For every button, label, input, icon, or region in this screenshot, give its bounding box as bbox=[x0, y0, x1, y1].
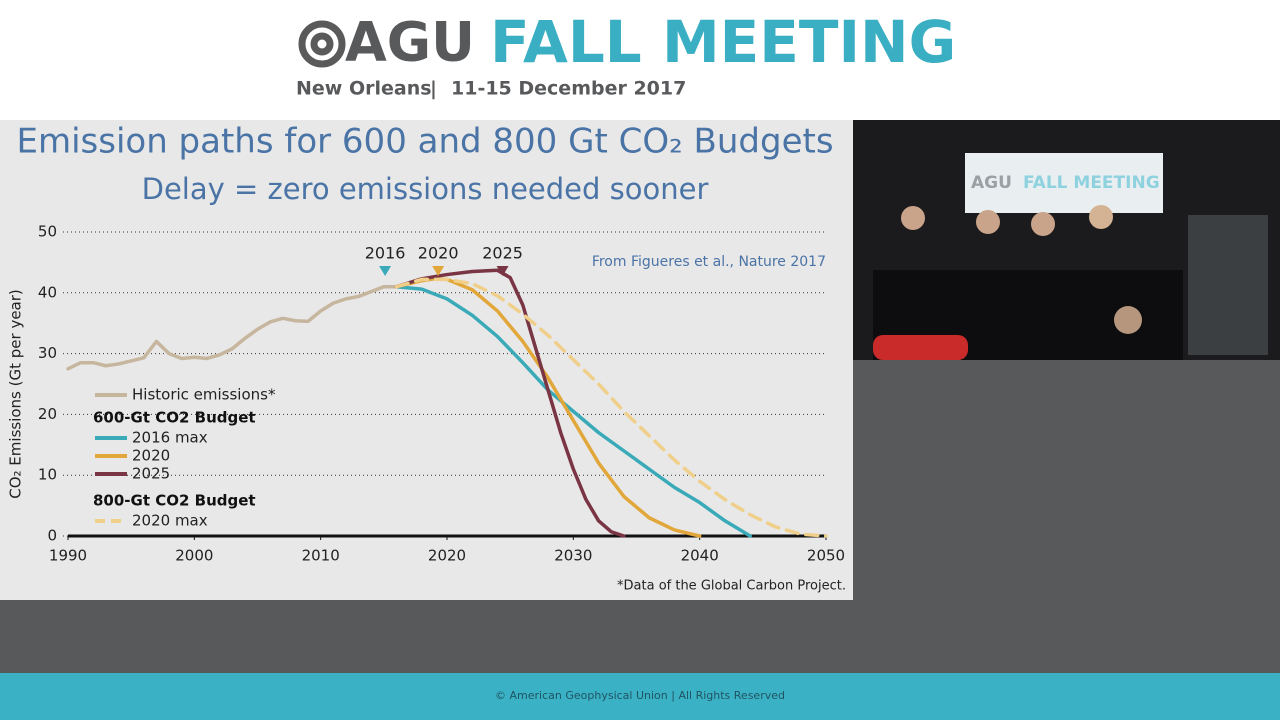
podium bbox=[1188, 215, 1268, 355]
chart-subtitle: Delay = zero emissions needed sooner bbox=[142, 172, 709, 206]
video-feed: AGU FALL MEETING bbox=[853, 120, 1280, 360]
footer: © American Geophysical Union | All Right… bbox=[0, 673, 1280, 720]
annotation-marker bbox=[432, 266, 445, 276]
source: From Figueres et al., Nature 2017 bbox=[592, 254, 826, 270]
x-tick-label: 2020 bbox=[428, 547, 466, 565]
person bbox=[1089, 205, 1113, 229]
y-tick-label: 30 bbox=[38, 344, 57, 362]
x-tick-label: 2050 bbox=[807, 547, 845, 565]
annotation-label: 2016 bbox=[365, 244, 406, 263]
y-tick-label: 50 bbox=[38, 223, 57, 241]
legend-heading: 800-Gt CO2 Budget bbox=[93, 492, 256, 510]
event-name: FALL MEETING bbox=[490, 8, 956, 76]
series-line bbox=[394, 284, 752, 538]
annotation-label: 2025 bbox=[482, 244, 523, 263]
legend-label: 2016 max bbox=[132, 429, 208, 447]
y-axis-label: CO₂ Emissions (Gt per year) bbox=[7, 289, 25, 499]
banner-event: FALL MEETING bbox=[1023, 173, 1160, 193]
y-tick-label: 20 bbox=[38, 405, 57, 423]
person bbox=[1031, 212, 1055, 236]
legend-heading: 600-Gt CO2 Budget bbox=[93, 409, 256, 427]
x-tick-label: 2040 bbox=[681, 547, 719, 565]
chart: Emission paths for 600 and 800 Gt CO₂ Bu… bbox=[7, 122, 847, 594]
y-tick-label: 40 bbox=[38, 283, 57, 301]
header: AGU FALL MEETING New Orleans | 11-15 Dec… bbox=[0, 0, 1280, 120]
legend-label: Historic emissions* bbox=[132, 386, 276, 404]
person bbox=[976, 210, 1000, 234]
dates: 11-15 December 2017 bbox=[451, 78, 686, 100]
audience bbox=[1114, 306, 1142, 334]
y-tick-label: 0 bbox=[47, 527, 57, 545]
org-name: AGU bbox=[345, 11, 475, 74]
x-tick-label: 2010 bbox=[302, 547, 340, 565]
chart-title: Emission paths for 600 and 800 Gt CO₂ Bu… bbox=[16, 122, 833, 162]
banner-org: AGU bbox=[971, 173, 1012, 193]
footer-art: © American Geophysical Union | All Right… bbox=[495, 689, 785, 702]
legend-label: 2025 bbox=[132, 465, 170, 483]
legend-label: 2020 bbox=[132, 447, 170, 465]
legend-label: 2020 max bbox=[132, 512, 208, 530]
separator: | bbox=[430, 78, 437, 100]
x-tick-label: 1990 bbox=[49, 547, 87, 565]
x-tick-label: 2030 bbox=[554, 547, 592, 565]
header-art: AGU FALL MEETING New Orleans | 11-15 Dec… bbox=[296, 8, 956, 100]
y-tick-label: 10 bbox=[38, 466, 57, 484]
annotation-marker bbox=[496, 266, 509, 276]
footnote: *Data of the Global Carbon Project. bbox=[617, 579, 846, 594]
person bbox=[901, 206, 925, 230]
series-line bbox=[394, 277, 828, 538]
video-art: AGU FALL MEETING bbox=[853, 120, 1280, 360]
copyright: © American Geophysical Union | All Right… bbox=[495, 689, 785, 702]
series-line bbox=[66, 284, 399, 371]
banner bbox=[965, 153, 1163, 213]
annotation-label: 2020 bbox=[418, 244, 459, 263]
x-tick-label: 2000 bbox=[175, 547, 213, 565]
logo-icon bbox=[298, 20, 346, 68]
series-line bbox=[394, 277, 702, 538]
city: New Orleans bbox=[296, 78, 432, 100]
annotation-marker bbox=[379, 266, 392, 276]
series-line bbox=[394, 268, 626, 538]
audience bbox=[873, 335, 968, 360]
slide: Emission paths for 600 and 800 Gt CO₂ Bu… bbox=[0, 120, 853, 600]
